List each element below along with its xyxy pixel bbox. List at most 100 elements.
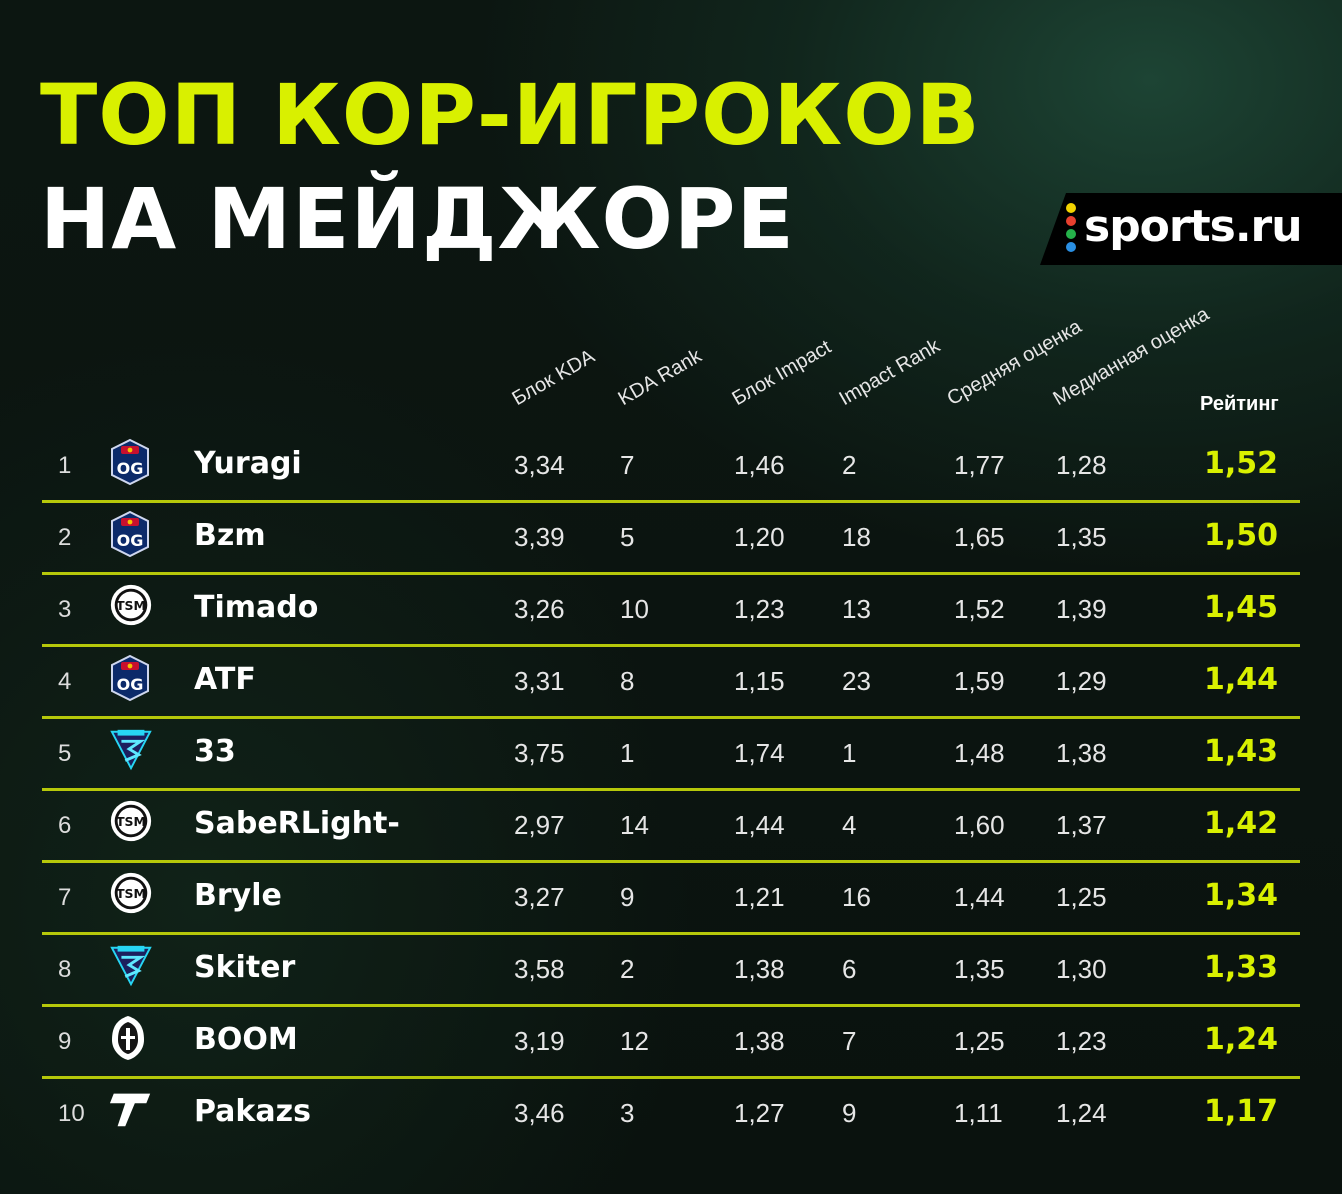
row-divider [42, 860, 1300, 863]
og-logo-icon: OG [108, 654, 152, 702]
cell-median: 1,38 [1056, 738, 1107, 768]
cell-median: 1,39 [1056, 594, 1107, 624]
cell-impact: 1,15 [734, 666, 785, 696]
svg-text:TSM: TSM [116, 598, 146, 613]
cell-rating: 1,50 [1203, 518, 1278, 553]
player-name: Bryle [194, 878, 282, 913]
brand-logo: sports.ru [1040, 193, 1342, 265]
row-rank: 4 [58, 668, 72, 695]
cell-impact-rank: 18 [842, 522, 871, 552]
cell-kda: 3,46 [514, 1098, 565, 1128]
cell-rating: 1,44 [1203, 662, 1278, 697]
cell-kda: 3,58 [514, 954, 565, 984]
tsm-logo-icon: TSM [108, 582, 152, 630]
cell-impact-rank: 23 [842, 666, 871, 696]
cell-kda-rank: 2 [620, 954, 635, 984]
svg-text:TSM: TSM [116, 814, 146, 829]
row-rank: 5 [58, 740, 72, 767]
cell-median: 1,37 [1056, 810, 1107, 840]
cell-impact: 1,21 [734, 882, 785, 912]
player-name: ATF [194, 662, 256, 697]
og-logo-icon: OG [108, 510, 152, 558]
table-row: 7 TSM Bryle 3,27 9 1,21 16 1,44 1,25 1,34 [42, 862, 1300, 934]
cell-impact: 1,44 [734, 810, 785, 840]
cell-rating: 1,43 [1203, 734, 1278, 769]
cell-median: 1,24 [1056, 1098, 1107, 1128]
table-row: 9 BOOM 3,19 12 1,38 7 1,25 1,23 1,24 [42, 1006, 1300, 1078]
cell-avg: 1,25 [954, 1026, 1005, 1056]
row-rank: 7 [58, 884, 72, 911]
row-divider [42, 572, 1300, 575]
row-divider [42, 500, 1300, 503]
cell-median: 1,30 [1056, 954, 1107, 984]
cell-impact: 1,23 [734, 594, 785, 624]
player-name: Skiter [194, 950, 296, 985]
cell-impact: 1,38 [734, 1026, 785, 1056]
row-divider [42, 716, 1300, 719]
svg-text:OG: OG [117, 675, 144, 694]
player-name: Timado [194, 590, 319, 625]
player-name: Pakazs [194, 1094, 311, 1129]
cell-rating: 1,33 [1203, 950, 1278, 985]
cell-rating: 1,17 [1203, 1094, 1278, 1129]
row-divider [42, 644, 1300, 647]
og-logo-icon: OG [108, 438, 152, 486]
cell-avg: 1,65 [954, 522, 1005, 552]
brand-dot [1066, 216, 1076, 226]
row-divider [42, 932, 1300, 935]
cell-rating: 1,34 [1203, 878, 1278, 913]
cell-kda-rank: 10 [620, 594, 649, 624]
cell-kda-rank: 8 [620, 666, 635, 696]
brand-dot [1066, 203, 1076, 213]
cell-kda-rank: 9 [620, 882, 635, 912]
title-line-1: ТОП КОР-ИГРОКОВ [40, 66, 981, 164]
cell-median: 1,29 [1056, 666, 1107, 696]
cell-kda-rank: 5 [620, 522, 635, 552]
table-row: 4 OG ATF 3,31 8 1,15 23 1,59 1,29 1,44 [42, 646, 1300, 718]
row-rank: 3 [58, 596, 72, 623]
cell-impact-rank: 6 [842, 954, 857, 984]
player-name: 33 [194, 734, 236, 769]
svg-text:TSM: TSM [116, 886, 146, 901]
row-divider [42, 1004, 1300, 1007]
player-name: Yuragi [194, 446, 302, 481]
tsm-logo-icon: TSM [108, 798, 152, 846]
cell-median: 1,28 [1056, 450, 1107, 480]
cell-avg: 1,11 [954, 1098, 1003, 1128]
cell-rating: 1,24 [1203, 1022, 1278, 1057]
header-impact: Блок Impact [728, 335, 835, 411]
cell-kda-rank: 3 [620, 1098, 635, 1128]
table-row: 1 OG Yuragi 3,34 7 1,46 2 1,77 1,28 1,52 [42, 430, 1300, 502]
cell-avg: 1,52 [954, 594, 1005, 624]
cell-median: 1,35 [1056, 522, 1107, 552]
cell-avg: 1,44 [954, 882, 1005, 912]
player-name: Bzm [194, 518, 266, 553]
svg-text:OG: OG [117, 531, 144, 550]
player-name: SabeRLight- [194, 806, 400, 841]
cell-impact-rank: 16 [842, 882, 871, 912]
brand-dot [1066, 229, 1076, 239]
table-row: 6 TSM SabeRLight- 2,97 14 1,44 4 1,60 1,37 1,42 [42, 790, 1300, 862]
svg-text:OG: OG [117, 459, 144, 478]
cell-rating: 1,42 [1203, 806, 1278, 841]
cell-avg: 1,77 [954, 450, 1005, 480]
row-rank: 8 [58, 956, 72, 983]
cell-kda-rank: 1 [620, 738, 635, 768]
tundra-logo-icon [108, 726, 152, 774]
brand-name: sports.ru [1084, 201, 1303, 252]
cell-kda: 2,97 [514, 810, 565, 840]
cell-impact-rank: 7 [842, 1026, 857, 1056]
cell-kda: 3,26 [514, 594, 565, 624]
tundra-logo-icon [108, 942, 152, 990]
cell-impact-rank: 9 [842, 1098, 857, 1128]
table-row: 10 Pakazs 3,46 3 1,27 9 1,11 1,24 1,17 [42, 1078, 1300, 1150]
cell-median: 1,23 [1056, 1026, 1107, 1056]
row-rank: 1 [58, 452, 72, 479]
table-row: 5 33 3,75 1 1,74 1 1,48 1,38 1,43 [42, 718, 1300, 790]
title-line-2: НА МЕЙДЖОРЕ [40, 170, 795, 268]
cell-kda-rank: 7 [620, 450, 635, 480]
cell-impact: 1,46 [734, 450, 785, 480]
cell-kda-rank: 14 [620, 810, 649, 840]
table-row: 2 OG Bzm 3,39 5 1,20 18 1,65 1,35 1,50 [42, 502, 1300, 574]
cell-avg: 1,60 [954, 810, 1005, 840]
